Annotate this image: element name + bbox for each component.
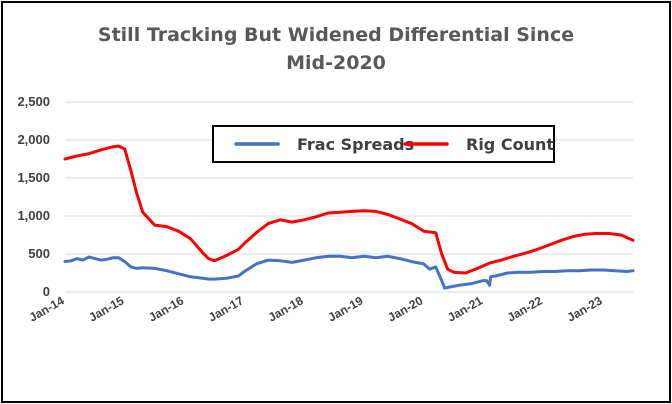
chart-title-line-1: Still Tracking But Widened Differential … [97,24,575,46]
y-tick-label: 1,500 [17,170,50,185]
x-tick-label: Jan-15 [86,293,126,324]
chart-title: Still Tracking But Widened Differential … [3,21,669,77]
x-tick-label: Jan-18 [266,293,306,324]
x-tick-label: Jan-17 [206,293,246,324]
y-tick-label: 1,000 [17,208,50,223]
x-tick-label: Jan-21 [445,293,485,324]
y-tick-label: 2,000 [17,132,50,147]
legend-label: Rig Count [466,135,554,154]
x-tick-label: Jan-23 [565,293,605,324]
x-tick-label: Jan-16 [146,293,186,324]
y-tick-label: 0 [43,284,50,299]
legend-label: Frac Spreads [297,135,414,154]
y-tick-label: 2,500 [17,94,50,109]
x-tick-label: Jan-20 [385,293,425,324]
x-tick-label: Jan-22 [505,293,545,324]
series-line-frac-spreads [63,254,635,290]
y-tick-label: 500 [28,246,50,261]
chart-title-line-2: Mid-2020 [286,52,386,74]
series-line-rig-count [63,144,635,275]
x-tick-label: Jan-19 [326,293,366,324]
